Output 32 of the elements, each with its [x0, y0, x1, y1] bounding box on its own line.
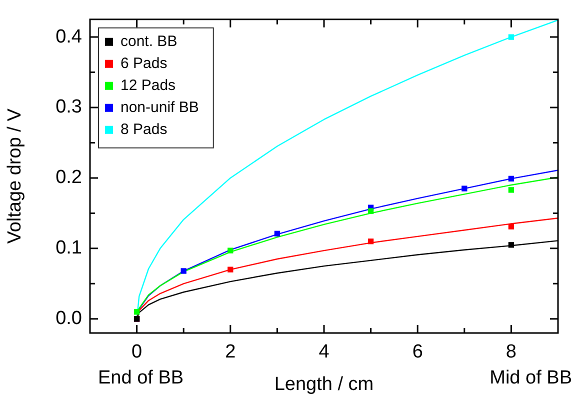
point	[228, 266, 234, 272]
y-tick-label: 0.0	[56, 308, 82, 330]
point	[180, 268, 186, 274]
y-tick-label: 0.4	[56, 26, 82, 48]
text: End of BB	[98, 368, 184, 389]
text: Mid of BB	[490, 368, 572, 389]
x-tick-label: 6	[412, 342, 423, 363]
point	[508, 176, 514, 182]
point	[368, 238, 374, 244]
y-tick-label: 0.1	[56, 238, 82, 259]
legend-label: 12 Pads	[120, 77, 176, 94]
y-axis-title: Voltage drop / V	[4, 108, 26, 244]
point	[274, 230, 280, 236]
point	[508, 224, 514, 230]
legend-label: non-unif BB	[120, 99, 199, 116]
y-tick-label: 0.2	[56, 167, 82, 188]
x-tick-label: 2	[225, 342, 236, 363]
y-tick-label: 0.3	[56, 96, 82, 118]
legend-label: 6 Pads	[120, 55, 168, 72]
point	[462, 186, 468, 192]
x-tick-label: 8	[506, 342, 516, 363]
point	[508, 187, 514, 193]
point	[368, 208, 374, 214]
point	[508, 34, 514, 40]
x-tick-label: 4	[318, 342, 330, 363]
point	[508, 242, 514, 248]
legend-label: cont. BB	[120, 33, 178, 50]
legend-label: 8 Pads	[120, 121, 168, 138]
x-axis-title: Length / cm	[274, 374, 374, 395]
point	[228, 248, 234, 254]
point	[134, 309, 140, 315]
x-tick-label: 0	[132, 342, 142, 363]
